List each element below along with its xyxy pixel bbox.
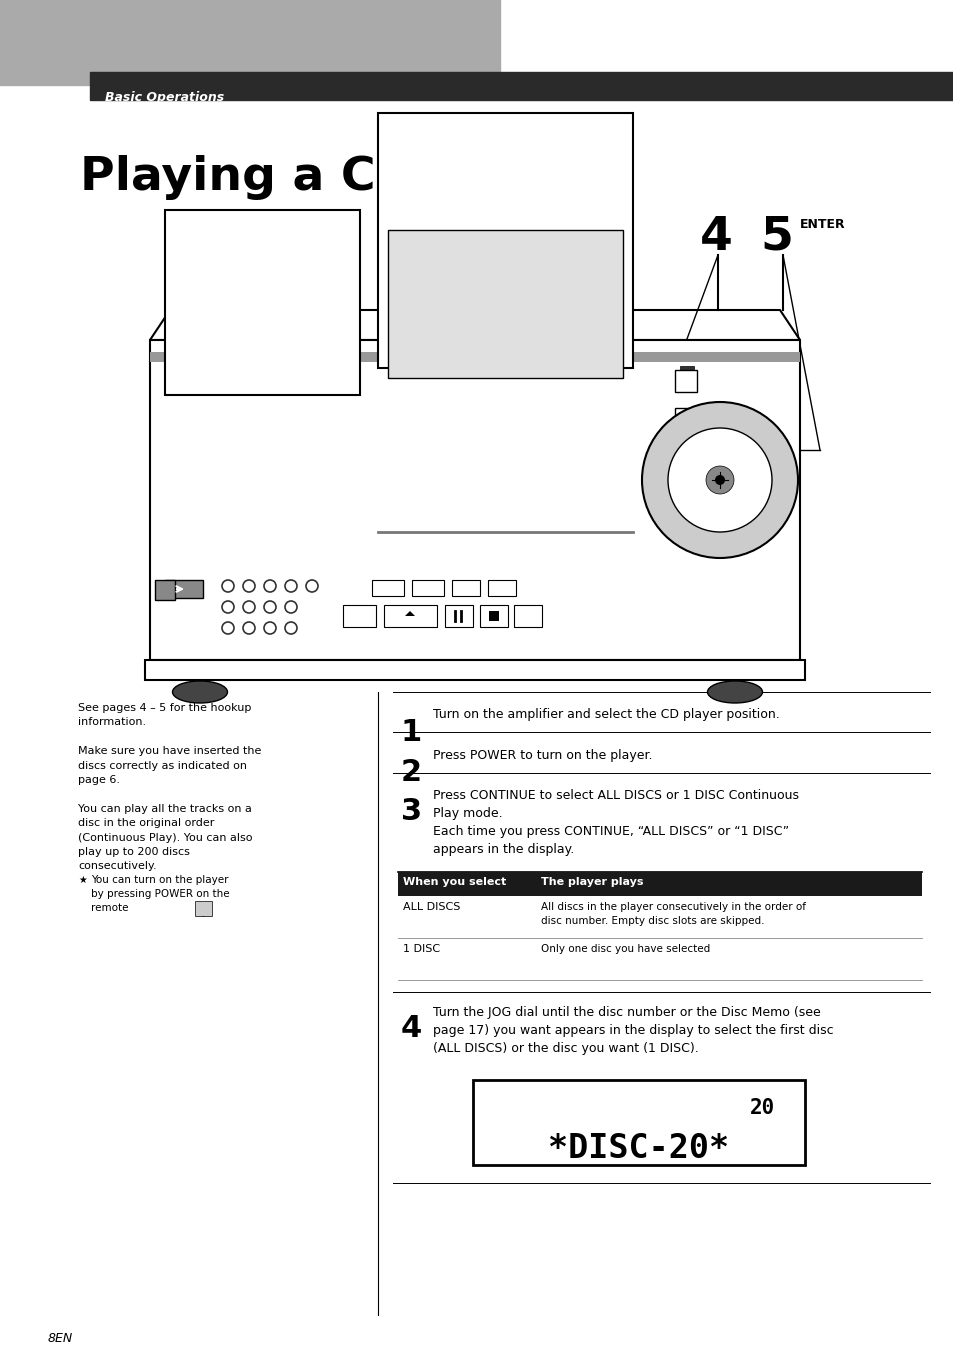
- Text: Press CONTINUE to select ALL DISCS or 1 DISC Continuous
Play mode.
Each time you: Press CONTINUE to select ALL DISCS or 1 …: [433, 789, 799, 857]
- Bar: [489, 611, 498, 621]
- Bar: [343, 605, 375, 627]
- Text: 1 DISC: 1 DISC: [402, 944, 439, 954]
- Text: 5: 5: [760, 215, 792, 259]
- Circle shape: [243, 601, 254, 613]
- Bar: [145, 661, 804, 680]
- Circle shape: [667, 428, 771, 532]
- Circle shape: [222, 621, 233, 634]
- Text: i: i: [201, 911, 204, 919]
- Text: Only one disc you have selected: Only one disc you have selected: [540, 944, 709, 954]
- Text: 1: 1: [400, 717, 422, 747]
- Bar: [479, 605, 507, 627]
- Text: 3: 3: [250, 215, 282, 259]
- Text: You can turn on the player
by pressing POWER on the
remote: You can turn on the player by pressing P…: [91, 875, 230, 913]
- Text: All discs in the player consecutively in the order of
disc number. Empty disc sl: All discs in the player consecutively in…: [540, 902, 805, 925]
- Text: 3: 3: [400, 797, 421, 825]
- Bar: [675, 408, 697, 430]
- Bar: [372, 580, 403, 596]
- Bar: [377, 113, 633, 367]
- Circle shape: [222, 601, 233, 613]
- Bar: [165, 580, 203, 598]
- Ellipse shape: [707, 681, 761, 703]
- Bar: [412, 580, 443, 596]
- Bar: [384, 605, 436, 627]
- Circle shape: [264, 601, 275, 613]
- Text: 2: 2: [400, 758, 421, 788]
- Text: 4: 4: [400, 1015, 422, 1043]
- Text: ALL DISCS: ALL DISCS: [402, 902, 460, 912]
- Ellipse shape: [172, 681, 227, 703]
- Circle shape: [285, 621, 296, 634]
- Text: When you select: When you select: [402, 877, 506, 888]
- Text: ★: ★: [78, 875, 87, 885]
- Text: Turn the JOG dial until the disc number or the Disc Memo (see
page 17) you want : Turn the JOG dial until the disc number …: [433, 1006, 833, 1055]
- Polygon shape: [405, 611, 415, 616]
- Text: Press POWER to turn on the player.: Press POWER to turn on the player.: [433, 748, 652, 762]
- Text: The player plays: The player plays: [540, 877, 643, 888]
- Bar: [514, 605, 541, 627]
- Circle shape: [264, 621, 275, 634]
- Bar: [488, 580, 516, 596]
- Circle shape: [243, 621, 254, 634]
- Bar: [675, 438, 697, 459]
- Bar: [397, 871, 921, 896]
- Text: 4: 4: [700, 215, 732, 259]
- Text: Playing a CD: Playing a CD: [80, 155, 415, 200]
- Bar: [679, 366, 693, 373]
- Bar: [90, 72, 953, 100]
- Circle shape: [285, 580, 296, 592]
- Circle shape: [222, 580, 233, 592]
- Bar: [150, 353, 800, 362]
- Text: 2: 2: [185, 215, 217, 259]
- Circle shape: [306, 580, 317, 592]
- Text: 20: 20: [749, 1098, 774, 1119]
- Circle shape: [243, 580, 254, 592]
- Text: Basic Operations: Basic Operations: [105, 91, 224, 104]
- Bar: [397, 938, 921, 979]
- Text: 8EN: 8EN: [48, 1332, 73, 1346]
- Text: Turn on the amplifier and select the CD player position.: Turn on the amplifier and select the CD …: [433, 708, 779, 721]
- Bar: [150, 340, 800, 661]
- Bar: [452, 580, 479, 596]
- Bar: [0, 0, 499, 85]
- Bar: [165, 209, 359, 394]
- Text: See pages 4 – 5 for the hookup
information.

Make sure you have inserted the
dis: See pages 4 – 5 for the hookup informati…: [78, 703, 261, 871]
- Circle shape: [705, 466, 733, 494]
- Bar: [388, 230, 622, 378]
- Text: ENTER: ENTER: [800, 218, 844, 231]
- Bar: [154, 580, 174, 600]
- Circle shape: [285, 601, 296, 613]
- Text: *DISC-20*: *DISC-20*: [548, 1132, 729, 1165]
- Bar: [397, 896, 921, 938]
- Bar: [194, 901, 212, 916]
- Circle shape: [714, 476, 724, 485]
- Bar: [444, 605, 473, 627]
- Bar: [473, 1079, 804, 1165]
- Circle shape: [641, 403, 797, 558]
- Circle shape: [264, 580, 275, 592]
- Bar: [675, 370, 697, 392]
